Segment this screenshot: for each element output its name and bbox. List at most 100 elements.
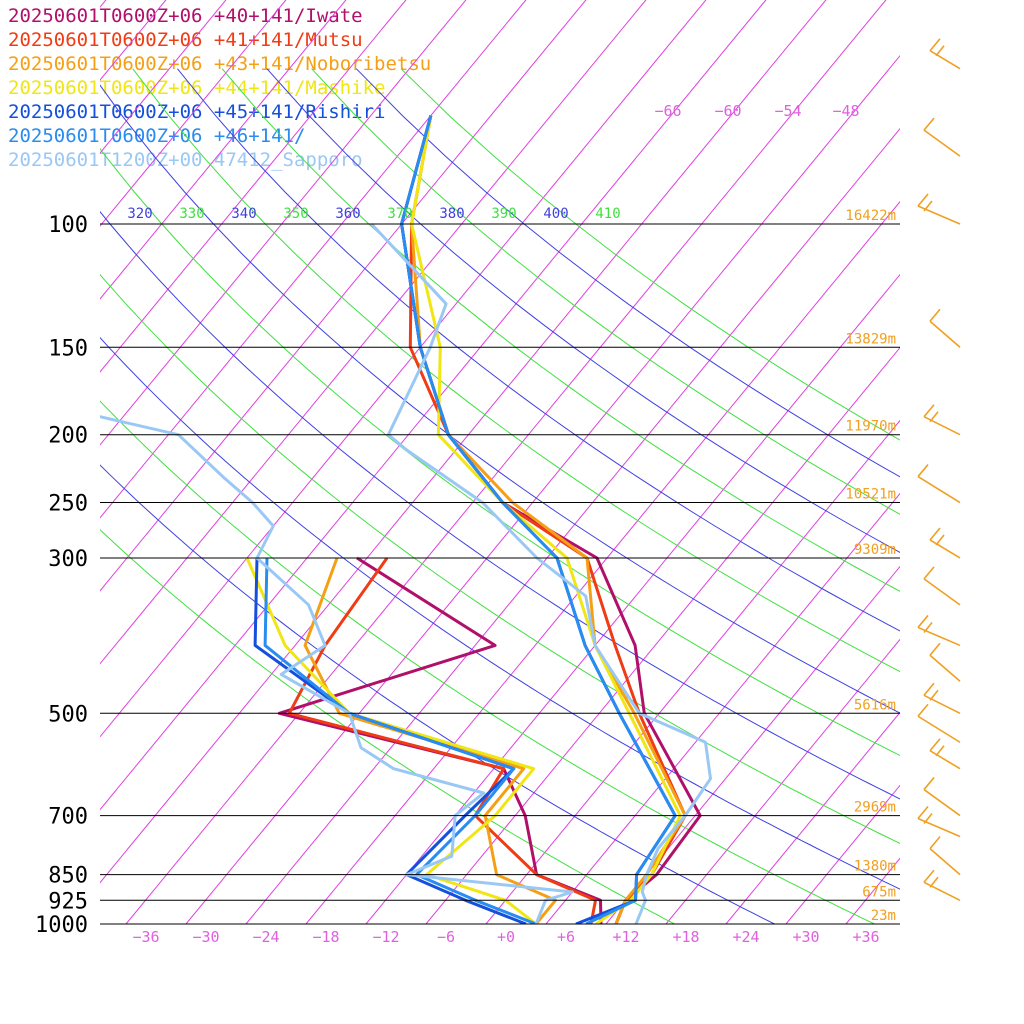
temperature-tick-label: +30 [792, 928, 819, 946]
theta-e-curve [400, 68, 900, 441]
theta-e-label: 350 [283, 206, 308, 222]
isotherm-line [605, 565, 900, 924]
temperature-tick-label: −6 [437, 928, 455, 946]
isotherm-line [305, 200, 900, 924]
pressure-tick-label: 700 [48, 805, 88, 830]
pressure-tick-label: 200 [48, 424, 88, 449]
theta-e-label: 330 [179, 206, 204, 222]
isotherm-line [966, 0, 1024, 924]
wind-barb [929, 642, 961, 682]
theta-e-label: 370 [387, 206, 412, 222]
isotherm-line [100, 0, 107, 8]
isotherm-line [725, 711, 900, 924]
wind-barb [923, 682, 961, 714]
isotherm-line [125, 0, 887, 924]
theta-e-label: 380 [439, 206, 464, 222]
temperature-tick-label: −24 [252, 928, 279, 946]
pressure-tick-label: 250 [48, 492, 88, 517]
pressure-tick-label: 850 [48, 864, 88, 889]
wind-barb [923, 566, 961, 606]
isotherm-line [906, 0, 1024, 924]
theta-e-label: 320 [127, 206, 152, 222]
theta-e-label: 400 [543, 206, 568, 222]
temperature-profile-line [370, 222, 712, 924]
isotherm-line [100, 0, 407, 373]
height-label: 1380m [854, 859, 896, 875]
wind-barb [923, 869, 961, 902]
temperature-tick-label: −12 [372, 928, 399, 946]
dewpoint-profile-line [253, 557, 527, 924]
isotherm-line [100, 0, 527, 519]
height-label: 11970m [845, 419, 896, 435]
temperature-tick-label: +36 [852, 928, 879, 946]
legend-entry: 20250601T1200Z+00 47412_Sapporo [8, 149, 363, 171]
height-label: 2969m [854, 800, 896, 816]
wind-barb [917, 464, 961, 504]
height-label: 16422m [845, 208, 896, 224]
theta-e-label: 410 [595, 206, 620, 222]
isotherm-line [0, 0, 1, 924]
wind-barb [929, 527, 961, 559]
temperature-tick-label: +24 [732, 928, 759, 946]
temperature-tick-label: +6 [557, 928, 575, 946]
legend-entry: 20250601T0600Z+06 +46+141/ [8, 125, 306, 147]
isotherm-line [100, 0, 167, 81]
pressure-tick-label: 500 [48, 702, 88, 727]
isotherm-line [0, 0, 61, 924]
temperature-tick-label: −30 [192, 928, 219, 946]
height-label: 10521m [845, 487, 896, 503]
theta-e-curve [355, 68, 900, 478]
isotherm-line [100, 0, 587, 592]
isotherm-line [485, 419, 900, 924]
temperature-profile-line [410, 115, 687, 924]
pressure-tick-label: 925 [48, 889, 88, 914]
upper-temperature-label: −48 [832, 102, 859, 120]
isotherm-line [100, 0, 647, 665]
height-label: 5616m [854, 697, 896, 713]
temperature-profile-line [400, 115, 677, 924]
wind-barb [917, 703, 961, 743]
dewpoint-profile-line [263, 557, 537, 924]
isotherm-line [245, 127, 900, 924]
isotherm-line [100, 0, 227, 154]
temperature-tick-label: −36 [132, 928, 159, 946]
pressure-tick-label: 150 [48, 336, 88, 361]
theta-e-label: 390 [491, 206, 516, 222]
theta-e-label: 340 [231, 206, 256, 222]
wind-barb [923, 777, 961, 817]
pressure-tick-label: 300 [48, 547, 88, 572]
theta-e-curve [100, 84, 900, 714]
height-label: 675m [862, 884, 896, 900]
isotherm-line [100, 0, 707, 738]
height-label: 9309m [854, 542, 896, 558]
pressure-tick-label: 100 [48, 213, 88, 238]
legend-entry: 20250601T0600Z+06 +40+141/Iwate [8, 5, 363, 27]
isotherm-line [100, 0, 347, 300]
wind-barb [929, 836, 961, 876]
temperature-tick-label: +18 [672, 928, 699, 946]
theta-e-curve [221, 68, 900, 592]
temperature-tick-label: +12 [612, 928, 639, 946]
isotherm-line [100, 0, 287, 227]
isotherm-line [100, 0, 767, 811]
legend-entry: 20250601T0600Z+06 +41+141/Mutsu [8, 29, 363, 51]
isotherm-line [185, 54, 900, 924]
dewpoint-profile-line [100, 415, 574, 924]
dewpoint-profile-line [303, 557, 557, 924]
theta-e-curve [177, 68, 900, 632]
theta-e-label: 360 [335, 206, 360, 222]
theta-e-curve [266, 68, 900, 553]
wind-barb [929, 38, 961, 70]
temperature-tick-label: −18 [312, 928, 339, 946]
theta-e-curve [100, 400, 875, 924]
theta-e-curve [100, 273, 900, 845]
temperature-profile-line [410, 115, 682, 924]
legend-entry: 20250601T0600Z+06 +44+141/Mashike [8, 77, 386, 99]
isotherm-line [100, 0, 467, 446]
upper-temperature-label: −60 [714, 102, 741, 120]
upper-temperature-label: −54 [774, 102, 801, 120]
theta-e-curve [132, 68, 900, 673]
dewpoint-profile-line [245, 557, 537, 924]
isotherm-line [785, 784, 900, 924]
